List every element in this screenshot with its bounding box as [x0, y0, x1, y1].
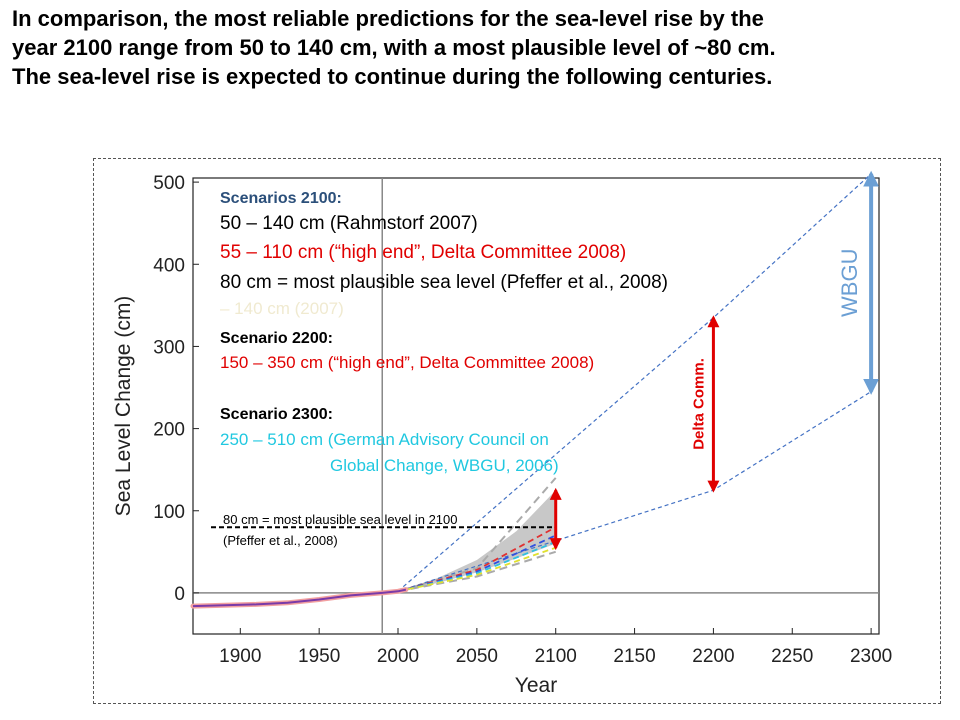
- x-tick-label: 2100: [535, 646, 577, 667]
- dashed-bound-2: [397, 550, 556, 593]
- x-tick-label: 2200: [692, 646, 734, 667]
- x-tick-label: 2300: [850, 646, 892, 667]
- projection-series-3: [397, 541, 557, 593]
- x-tick-label: 1950: [298, 646, 340, 667]
- y-axis-label: Sea Level Change (cm): [112, 296, 135, 517]
- x-tick-label: 2150: [613, 646, 655, 667]
- y-tick-label: 400: [153, 255, 185, 276]
- slide-title: In comparison, the most reliable predict…: [12, 4, 952, 91]
- title-line-2: year 2100 range from 50 to 140 cm, with …: [12, 35, 776, 60]
- x-axis-label: Year: [515, 674, 557, 697]
- annotation-line-6: Scenario 2200:: [220, 330, 333, 347]
- annotation-line-7: 150 – 350 cm (“high end”, Delta Committe…: [220, 353, 594, 372]
- projection-series-4: [397, 546, 556, 593]
- plausible-level-label: 80 cm = most plausible sea level in 2100: [223, 512, 458, 527]
- x-tick-label: 2000: [377, 646, 419, 667]
- observed-record-band: [190, 587, 409, 609]
- annotation-line-4: 80 cm = most plausible sea level (Pfeffe…: [220, 272, 668, 293]
- plausible-level-source: (Pfeffer et al., 2008): [223, 533, 338, 548]
- scenario-line-1: [397, 173, 872, 592]
- arrow-label-2: Delta Comm.: [690, 358, 707, 450]
- annotation-line-1: Scenarios 2100:: [220, 190, 342, 207]
- projection-series-2: [397, 534, 557, 593]
- scenario-line-2: [397, 391, 872, 592]
- y-tick-label: 300: [153, 337, 185, 358]
- arrow-label-3: WBGU: [837, 249, 862, 317]
- y-tick-label: 500: [153, 173, 185, 194]
- y-tick-label: 200: [153, 420, 185, 441]
- annotation-line-10: Global Change, WBGU, 2006): [330, 456, 559, 475]
- annotation-line-2: 50 – 140 cm (Rahmstorf 2007): [220, 213, 478, 234]
- annotation-line-9: 250 – 510 cm (German Advisory Council on: [220, 430, 549, 449]
- dashed-bound-1: [397, 477, 557, 593]
- y-tick-label: 100: [153, 502, 185, 523]
- projection-series-1: [397, 526, 557, 593]
- annotation-line-8: Scenario 2300:: [220, 406, 333, 423]
- x-tick-label: 2050: [456, 646, 498, 667]
- chart-frame: [93, 158, 941, 704]
- title-line-3: The sea-level rise is expected to contin…: [12, 64, 773, 89]
- x-tick-label: 2250: [771, 646, 813, 667]
- observed-record-line: [192, 588, 407, 608]
- title-line-1: In comparison, the most reliable predict…: [12, 6, 764, 31]
- annotation-line-3: 55 – 110 cm (“high end”, Delta Committee…: [220, 242, 626, 263]
- annotation-line-5: – 140 cm (2007): [220, 299, 344, 318]
- y-tick-label: 0: [174, 584, 185, 605]
- x-tick-label: 1900: [219, 646, 261, 667]
- plot-area: [192, 177, 880, 635]
